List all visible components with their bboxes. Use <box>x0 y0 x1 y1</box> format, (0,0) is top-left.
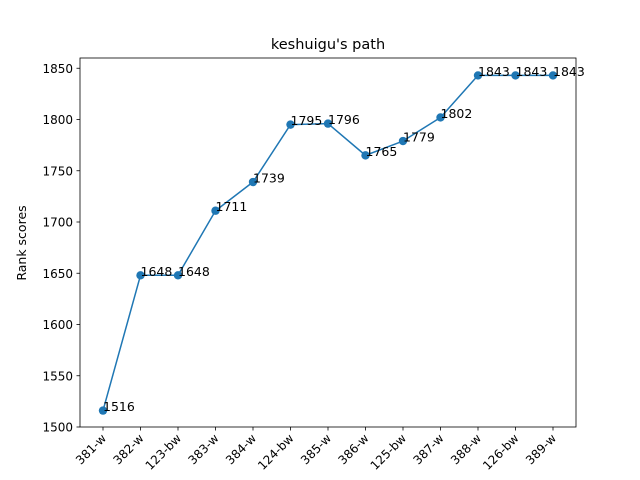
chart-title: keshuigu's path <box>271 37 385 53</box>
data-label: 1843 <box>553 64 585 79</box>
data-point <box>136 271 145 280</box>
data-label: 1648 <box>141 264 173 279</box>
y-axis-label: Rank scores <box>14 205 29 280</box>
data-label: 1516 <box>103 399 135 414</box>
data-point <box>248 177 258 187</box>
y-tick-label: 1650 <box>42 267 73 281</box>
data-label: 1795 <box>291 113 323 128</box>
data-label: 1711 <box>216 199 248 214</box>
y-tick-label: 1500 <box>42 421 73 435</box>
y-tick-label: 1850 <box>42 62 73 76</box>
data-point <box>398 136 408 146</box>
data-point <box>323 119 333 128</box>
data-point <box>361 151 370 160</box>
data-label: 1765 <box>366 144 398 159</box>
data-point <box>173 271 183 280</box>
data-point <box>211 206 220 215</box>
y-tick-label: 1600 <box>42 318 73 332</box>
data-label: 1802 <box>441 106 473 121</box>
data-point <box>98 406 108 415</box>
data-point <box>286 120 295 129</box>
data-point <box>436 113 445 122</box>
y-tick-label: 1700 <box>42 216 73 230</box>
y-tick-label: 1800 <box>42 113 73 127</box>
data-label: 1648 <box>178 264 210 279</box>
data-point <box>473 71 483 80</box>
data-point <box>511 71 520 80</box>
data-label: 1779 <box>403 130 435 145</box>
data-label: 1843 <box>516 64 548 79</box>
data-label: 1739 <box>253 171 285 186</box>
data-point <box>548 71 558 80</box>
data-label: 1843 <box>478 64 510 79</box>
data-label: 1796 <box>328 112 360 127</box>
y-tick-label: 1750 <box>42 164 73 178</box>
y-tick-label: 1550 <box>42 369 73 383</box>
